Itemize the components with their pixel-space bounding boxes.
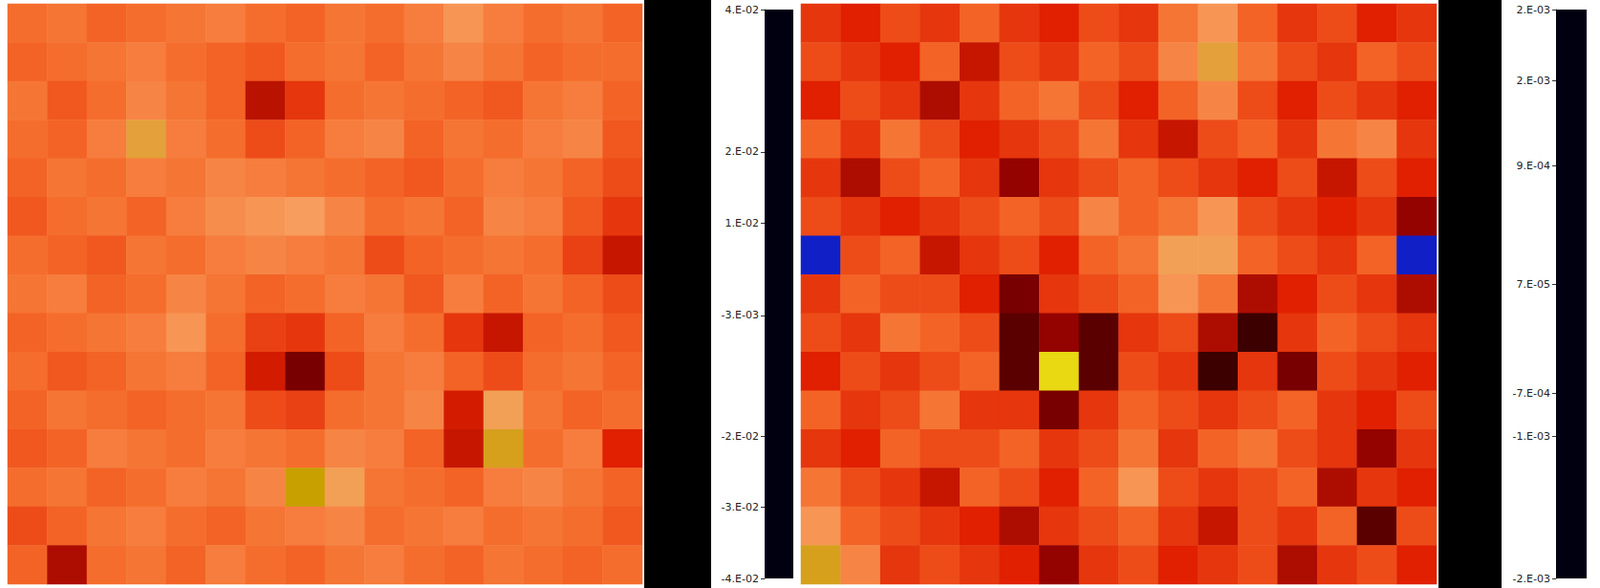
svg-text:-1.E-03: -1.E-03 — [1513, 430, 1551, 443]
svg-text:2.E-02: 2.E-02 — [725, 145, 759, 158]
svg-text:-3.E-02: -3.E-02 — [721, 500, 759, 514]
svg-text:4.E-02: 4.E-02 — [725, 3, 759, 17]
svg-text:2.E-03: 2.E-03 — [1516, 3, 1551, 17]
svg-text:9.E-04: 9.E-04 — [1516, 159, 1551, 173]
svg-text:-2.E-03: -2.E-03 — [1513, 572, 1551, 585]
svg-text:-2.E-02: -2.E-02 — [721, 430, 759, 443]
svg-text:-4.E-02: -4.E-02 — [721, 572, 759, 585]
svg-text:-3.E-03: -3.E-03 — [721, 308, 759, 322]
svg-text:2.E-03: 2.E-03 — [1516, 74, 1551, 87]
svg-text:1.E-02: 1.E-02 — [725, 216, 759, 230]
svg-text:-7.E-04: -7.E-04 — [1513, 387, 1551, 400]
svg-text:7.E-05: 7.E-05 — [1516, 278, 1551, 291]
